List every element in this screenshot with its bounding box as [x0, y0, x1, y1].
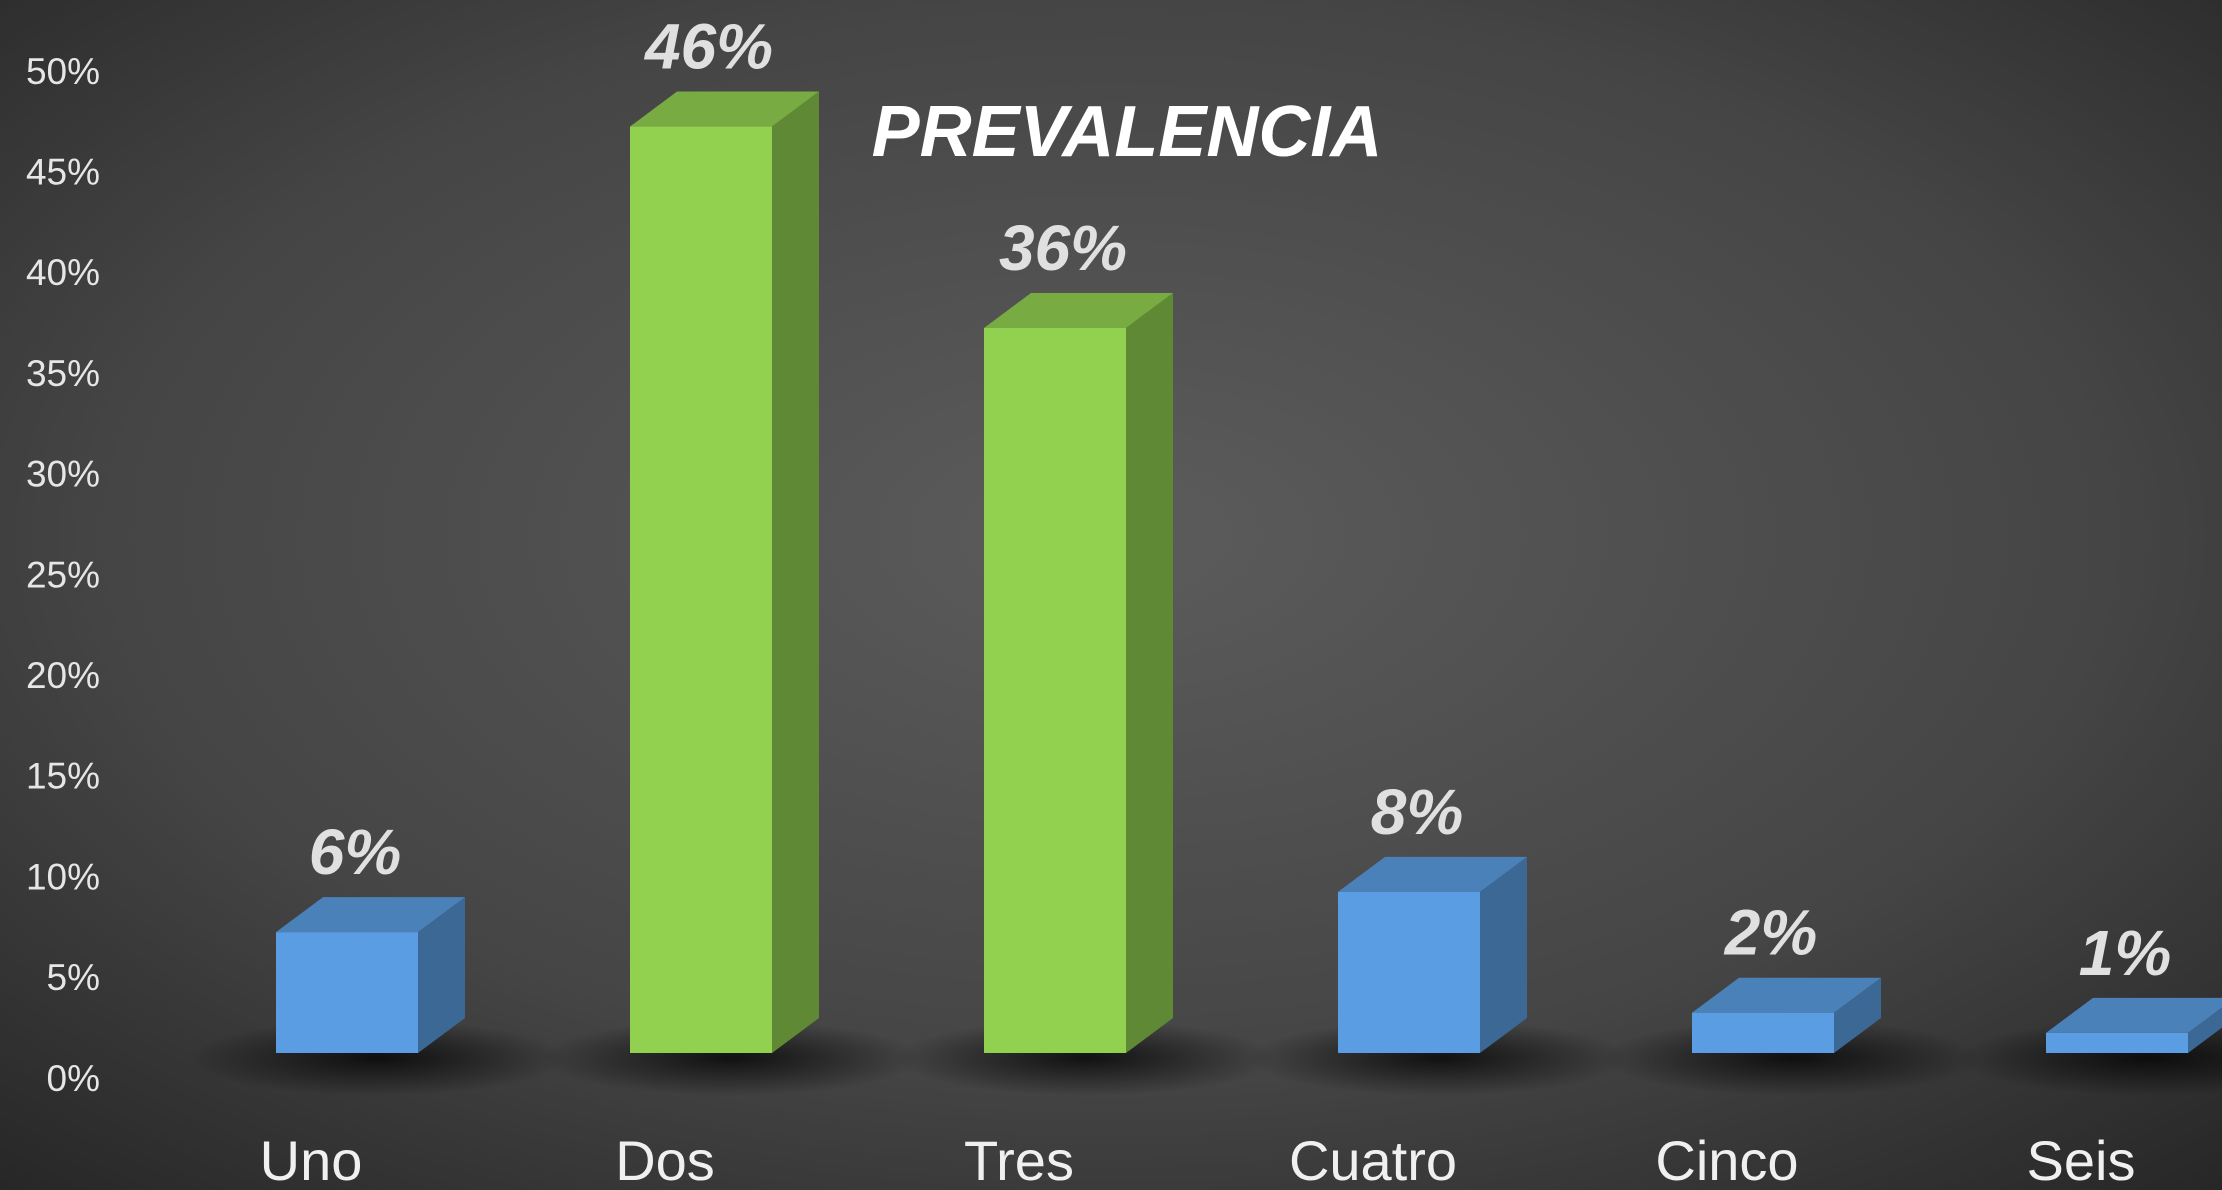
value-label: 6% [309, 816, 402, 888]
bar [276, 932, 418, 1053]
y-tick-label: 5% [47, 957, 100, 998]
bar [984, 327, 1126, 1054]
y-tick-label: 40% [26, 252, 100, 293]
bar-top [276, 897, 465, 933]
value-label: 8% [1371, 776, 1464, 848]
y-tick-label: 15% [26, 756, 100, 797]
shadows [187, 1020, 2222, 1096]
y-tick-label: 50% [26, 51, 100, 92]
bar-side [1126, 292, 1173, 1054]
y-tick-label: 45% [26, 151, 100, 192]
bar-side [1834, 977, 1881, 1053]
x-tick-label: Dos [615, 1129, 715, 1190]
bar-side [772, 91, 819, 1053]
bar [1692, 1012, 1834, 1053]
bar-side [2188, 1007, 2222, 1053]
value-label: 46% [643, 10, 773, 82]
bar-side [418, 897, 465, 1053]
x-tick-label: Seis [2027, 1129, 2136, 1190]
value-label: 36% [999, 212, 1127, 284]
x-tick-label: Cuatro [1289, 1129, 1457, 1190]
value-label: 1% [2079, 917, 2172, 989]
x-tick-label: Cinco [1655, 1129, 1798, 1190]
y-tick-label: 0% [47, 1058, 100, 1099]
y-tick-label: 20% [26, 655, 100, 696]
bar [2046, 1032, 2188, 1053]
y-tick-label: 35% [26, 353, 100, 394]
bar [1338, 891, 1480, 1053]
bar [630, 126, 772, 1053]
bar-top [1338, 856, 1527, 892]
y-tick-label: 25% [26, 554, 100, 595]
bar-top [984, 292, 1173, 328]
chart-title: PREVALENCIA [872, 92, 1383, 172]
bar-top [1692, 977, 1881, 1013]
x-tick-label: Tres [964, 1129, 1074, 1190]
value-label: 2% [1724, 897, 1818, 969]
x-tick-label: Uno [260, 1129, 363, 1190]
bar-side [1480, 856, 1527, 1053]
bar-top [630, 91, 819, 127]
bar-top [2046, 997, 2222, 1033]
y-tick-label: 30% [26, 454, 100, 495]
y-tick-label: 10% [26, 856, 100, 897]
